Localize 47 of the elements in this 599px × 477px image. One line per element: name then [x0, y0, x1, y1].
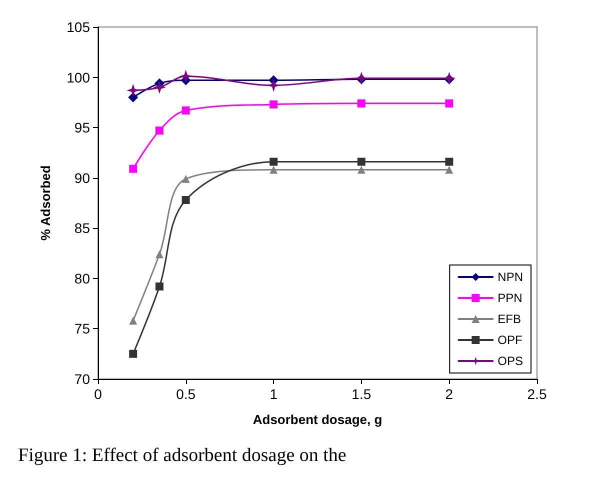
x-tick-label: 1.5	[352, 386, 372, 402]
y-tick-label: 70	[74, 371, 90, 387]
point	[179, 70, 192, 83]
point	[270, 100, 278, 108]
point	[182, 196, 190, 204]
legend-label: PPN	[498, 291, 522, 305]
point	[155, 126, 164, 135]
point	[445, 166, 454, 174]
point	[155, 282, 164, 290]
legend-label: EFB	[498, 312, 521, 326]
point	[357, 99, 366, 108]
caption: Figure 1: Effect of adsorbent dosage on the	[18, 445, 346, 466]
point	[182, 106, 190, 114]
legend-label: OPS	[498, 354, 523, 368]
y-tick-label: 75	[74, 320, 90, 337]
point	[126, 84, 140, 97]
point	[128, 92, 138, 102]
point	[354, 72, 368, 85]
y-tick-label: 80	[74, 270, 90, 286]
x-tick-label: 2.5	[527, 386, 547, 402]
point	[267, 78, 280, 92]
y-tick-label: 85	[74, 220, 90, 236]
legend-label: NPN	[498, 270, 523, 284]
point	[445, 99, 454, 108]
point	[129, 316, 138, 325]
legend-label: OPF	[498, 333, 522, 347]
point	[129, 350, 138, 358]
y-tick-label: 90	[74, 170, 90, 186]
x-tick-label: 0	[94, 386, 102, 402]
point	[270, 166, 278, 174]
point	[152, 80, 166, 94]
point	[182, 174, 190, 183]
y-axis-title: % Adsorbed	[38, 165, 53, 241]
x-tick-label: 1	[270, 386, 278, 402]
x-tick-label: 2	[445, 386, 454, 402]
point	[445, 158, 454, 166]
point	[155, 250, 164, 258]
point	[270, 158, 278, 166]
y-tick-label: 95	[74, 120, 90, 136]
point	[357, 166, 366, 174]
y-tick-label: 100	[66, 69, 90, 86]
point	[129, 164, 138, 173]
point	[442, 72, 456, 85]
x-tick-label: 0.5	[176, 386, 196, 402]
y-tick-label: 105	[66, 19, 90, 35]
point	[357, 158, 366, 166]
x-axis-title: Adsorbent dosage, g	[252, 412, 382, 427]
